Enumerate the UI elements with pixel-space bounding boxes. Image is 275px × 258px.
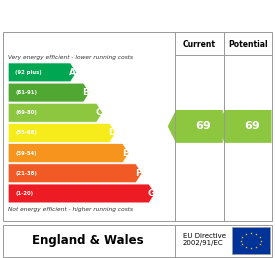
Polygon shape — [168, 110, 223, 143]
Polygon shape — [217, 110, 272, 143]
Text: B: B — [82, 88, 89, 97]
Text: Not energy efficient - higher running costs: Not energy efficient - higher running co… — [8, 207, 133, 212]
Text: (39-54): (39-54) — [15, 151, 37, 156]
Text: C: C — [95, 108, 102, 117]
Text: 69: 69 — [244, 122, 260, 131]
Bar — [232, 227, 270, 254]
Text: Potential: Potential — [228, 40, 268, 49]
Polygon shape — [8, 124, 116, 142]
Text: D: D — [108, 128, 115, 138]
Text: Energy Efficiency Rating: Energy Efficiency Rating — [11, 8, 194, 21]
Text: (69-80): (69-80) — [15, 110, 37, 115]
Text: 69: 69 — [196, 122, 211, 131]
Text: E: E — [122, 149, 128, 158]
Text: G: G — [147, 189, 155, 198]
Polygon shape — [8, 103, 103, 122]
Polygon shape — [8, 63, 76, 82]
Text: A: A — [69, 68, 76, 77]
Text: F: F — [135, 169, 141, 178]
Text: EU Directive
2002/91/EC: EU Directive 2002/91/EC — [183, 233, 226, 246]
Polygon shape — [8, 83, 90, 102]
Text: Very energy efficient - lower running costs: Very energy efficient - lower running co… — [8, 55, 133, 60]
Text: Current: Current — [183, 40, 216, 49]
Text: (1-20): (1-20) — [15, 191, 33, 196]
Text: (21-38): (21-38) — [15, 171, 37, 176]
Text: England & Wales: England & Wales — [32, 234, 143, 247]
Polygon shape — [8, 144, 129, 163]
Text: (55-68): (55-68) — [15, 131, 37, 135]
Polygon shape — [8, 184, 155, 203]
Polygon shape — [8, 164, 142, 183]
Text: (92 plus): (92 plus) — [15, 70, 42, 75]
Text: (81-91): (81-91) — [15, 90, 37, 95]
